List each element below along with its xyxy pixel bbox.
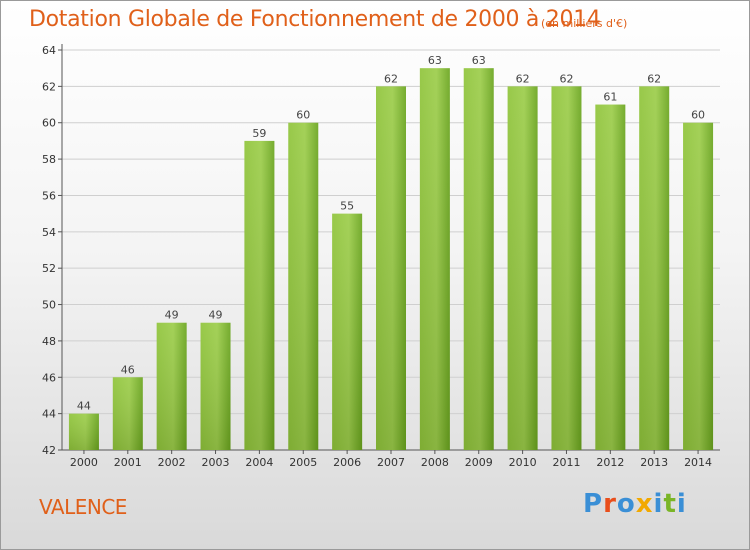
data-label: 63 [428,54,442,67]
y-tick-label: 52 [42,262,56,275]
bars [68,68,714,451]
bar-shade [112,377,143,450]
logo-letter: i [676,489,687,519]
data-label: 62 [559,72,573,85]
x-tick-label: 2011 [552,456,580,469]
x-tick-label: 2001 [114,456,142,469]
y-tick-label: 54 [42,226,56,239]
y-tick-label: 60 [42,117,56,130]
x-tick-label: 2012 [596,456,624,469]
y-tick-label: 44 [42,408,56,421]
data-label: 62 [384,72,398,85]
x-tick-label: 2006 [333,456,361,469]
y-tick-label: 50 [42,299,56,312]
city-name: VALENCE [39,495,127,519]
data-label: 61 [603,91,617,104]
data-label: 49 [209,309,223,322]
x-tick-label: 2002 [158,456,186,469]
bar-shade [507,86,538,450]
logo-letter: t [663,489,677,519]
data-label: 49 [165,309,179,322]
y-tick-label: 58 [42,153,56,166]
data-label: 60 [296,109,310,122]
logo-letter: o [616,489,636,519]
x-tick-label: 2008 [421,456,449,469]
logo-letter: r [603,489,617,519]
logo-letter: i [653,489,664,519]
data-label: 59 [252,127,266,140]
bar-shade [200,322,231,450]
x-tick-label: 2009 [465,456,493,469]
logo-letter: P [583,489,604,519]
x-tick-label: 2013 [640,456,668,469]
bar-shade [68,413,99,450]
y-tick-label: 62 [42,80,56,93]
data-label: 44 [77,400,91,413]
chart-subtitle: (en milliers d'€) [541,17,628,30]
proxiti-logo: Proxiti [583,489,687,519]
bar-shade [156,322,187,450]
bar-shade [683,122,714,451]
bar-shade [463,68,494,450]
y-tick-label: 46 [42,371,56,384]
chart-title: Dotation Globale de Fonctionnement de 20… [29,7,601,32]
data-label: 62 [516,72,530,85]
x-tick-label: 2007 [377,456,405,469]
data-label: 63 [472,54,486,67]
bar-shade [244,140,275,450]
x-tick-label: 2014 [684,456,712,469]
bar-shade [376,86,406,450]
x-tick-label: 2004 [245,456,273,469]
x-tick-label: 2010 [509,456,537,469]
y-tick-label: 64 [42,44,56,57]
y-tick-label: 42 [42,444,56,457]
bar-shade [419,68,450,450]
bar-shade [551,86,582,450]
bar-shade [639,86,670,450]
data-label: 46 [121,363,135,376]
bar-shade [595,104,626,450]
data-label: 60 [691,109,705,122]
data-label: 62 [647,72,661,85]
x-tick-label: 2005 [289,456,317,469]
logo-letter: x [635,489,654,519]
x-tick-label: 2003 [202,456,230,469]
y-tick-label: 48 [42,335,56,348]
data-label: 55 [340,200,354,213]
x-tick-label: 2000 [70,456,98,469]
bar-shade [288,122,319,451]
labels: 42 44 46 48 50 52 54 56 58 60 62 64 2000 44 2001 46 2002… [42,44,712,469]
y-tick-label: 56 [42,189,56,202]
bar-shade [332,213,363,450]
